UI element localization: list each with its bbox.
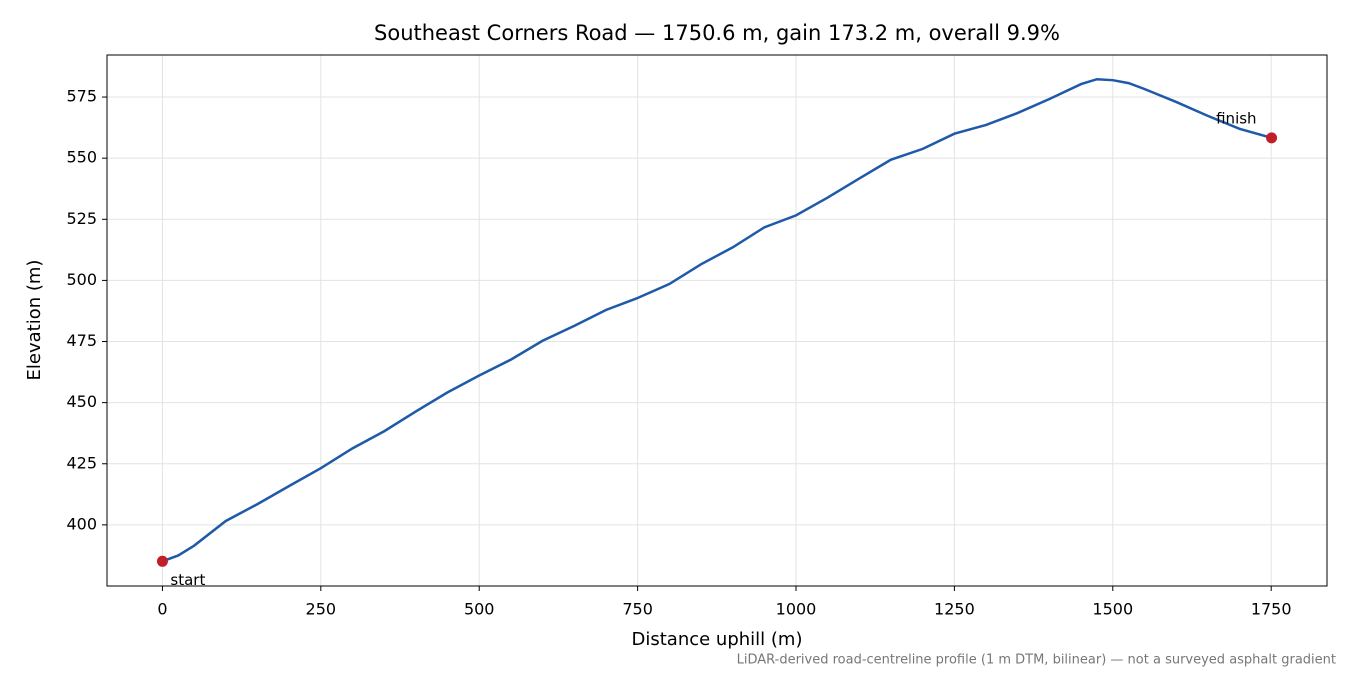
y-tick-label: 475 [66,331,97,350]
x-tick-label: 0 [157,600,167,619]
x-tick-label: 750 [622,600,653,619]
annotation: finish [1216,109,1256,127]
plot-frame [106,54,1328,587]
profile-line [162,77,1272,563]
chart-title: Southeast Corners Road — 1750.6 m, gain … [374,21,1060,45]
y-axis-label: Elevation (m) [24,260,45,381]
x-tick-label: 500 [464,600,495,619]
y-tick-label: 450 [66,392,97,411]
y-tick-label: 525 [66,209,97,228]
annotation: start [170,571,205,589]
x-tick-label: 1750 [1251,600,1292,619]
x-tick-label: 1250 [934,600,975,619]
endpoint-marker [156,555,168,567]
y-tick-label: 425 [66,453,97,472]
y-tick-label: 550 [66,148,97,167]
x-tick-label: 250 [306,600,337,619]
y-tick-label: 500 [66,270,97,289]
x-axis-label: Distance uphill (m) [632,629,803,650]
y-tick-label: 400 [66,514,97,533]
footnote: LiDAR-derived road-centreline profile (1… [737,653,1336,668]
x-tick-label: 1000 [776,600,817,619]
y-tick-label: 575 [66,87,97,106]
endpoint-marker [1266,132,1278,144]
x-tick-label: 1500 [1092,600,1133,619]
